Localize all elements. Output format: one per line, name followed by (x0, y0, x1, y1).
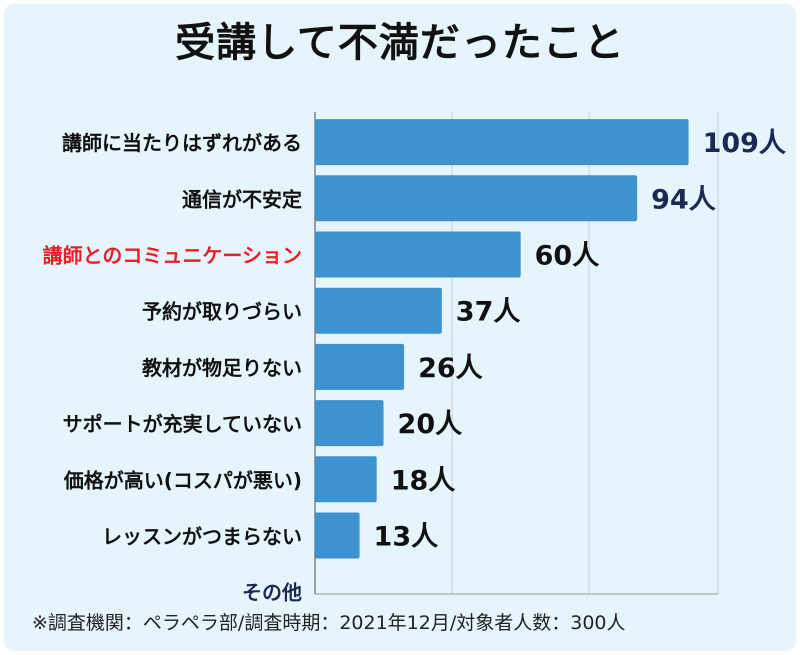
bar (315, 231, 521, 278)
category-label: レッスンがつまらない (102, 525, 302, 549)
data-label: 13人 (374, 522, 439, 553)
category-label: 価格が高い(コスパが悪い) (63, 468, 302, 492)
category-label: その他 (242, 581, 302, 605)
category-label: 予約が取りづらい (142, 300, 302, 324)
bar (315, 400, 384, 447)
category-label: 通信が不安定 (182, 187, 302, 211)
bar (315, 456, 377, 503)
bar (315, 287, 442, 334)
data-label: 60人 (535, 241, 600, 272)
category-label: 講師に当たりはずれがある (62, 131, 302, 155)
data-label: 20人 (398, 409, 463, 440)
category-label: サポートが充実していない (63, 412, 302, 436)
bar (315, 512, 360, 559)
data-label: 37人 (456, 297, 521, 328)
data-label: 109人 (703, 128, 786, 159)
bar (315, 343, 405, 390)
bar (315, 119, 689, 166)
chart-title: 受講して不満だったこと (175, 20, 625, 66)
category-label: 教材が物足りない (142, 356, 302, 380)
data-label: 18人 (391, 465, 456, 496)
data-label: 26人 (418, 353, 483, 384)
bar (315, 175, 638, 222)
data-label: 94人 (651, 184, 716, 215)
chart-card: 受講して不満だったこと 講師に当たりはずれがある 109人通信が不安定 94人講師と… (4, 4, 796, 651)
category-label: 講師とのコミュニケーション (43, 244, 302, 268)
footnote: ※調査機関：ペラペラ部/調査時期：2021年12月/対象者人数：300人 (32, 612, 626, 634)
